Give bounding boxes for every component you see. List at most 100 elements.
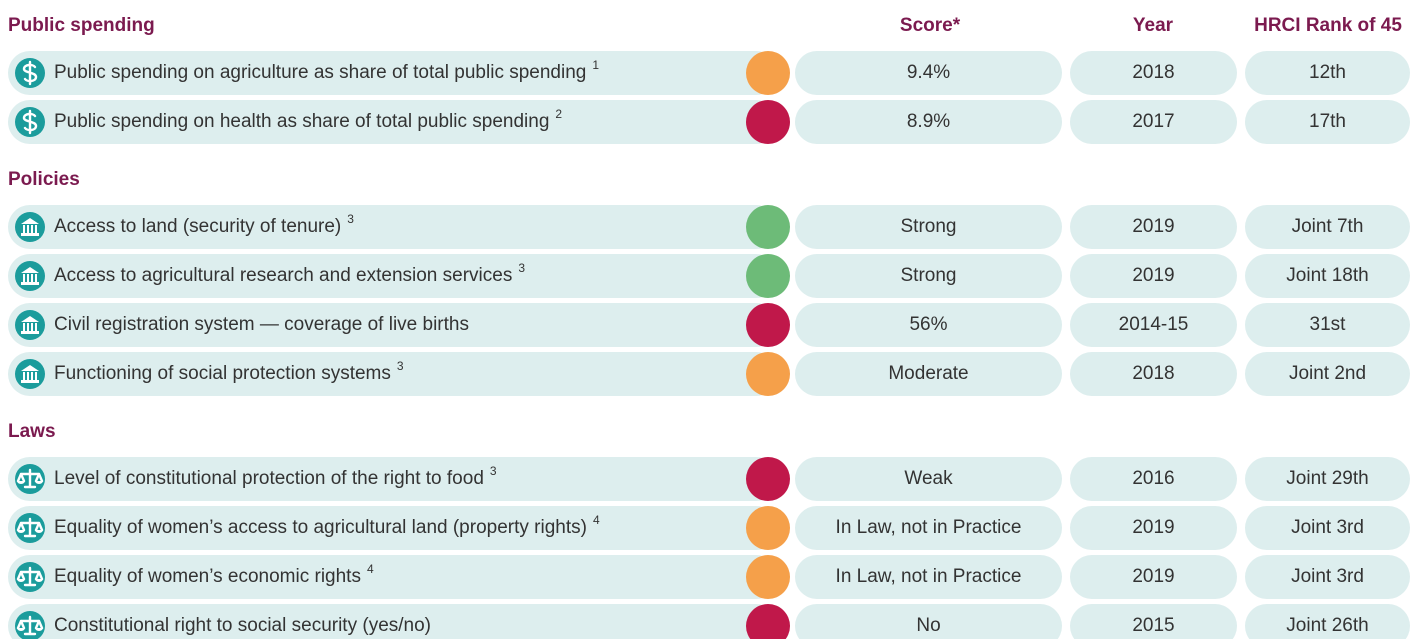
year-value: 2015 <box>1132 615 1174 636</box>
icon-glyph <box>17 628 43 631</box>
row-label: Equality of women’s access to agricultur… <box>54 513 600 538</box>
footnote: 3 <box>490 464 497 478</box>
icon-glyph <box>27 225 29 233</box>
year-header: Year <box>1133 15 1174 36</box>
row-label: Public spending on agriculture as share … <box>54 58 599 83</box>
year-pill <box>1070 100 1237 144</box>
score-value: 56% <box>909 314 947 335</box>
year-pill <box>1070 51 1237 95</box>
icon-glyph <box>31 323 33 331</box>
icon-glyph <box>16 615 44 636</box>
footnote: 4 <box>593 513 600 527</box>
icon-glyph <box>35 274 37 282</box>
icon <box>15 212 45 242</box>
icon <box>15 464 45 494</box>
rank-pill <box>1245 254 1410 298</box>
icon <box>15 359 45 389</box>
label-pill <box>8 100 778 144</box>
score-pill <box>795 303 1062 347</box>
icon-glyph <box>17 530 43 533</box>
year-value: 2019 <box>1132 517 1174 538</box>
icon-glyph <box>27 274 29 282</box>
status-dot <box>746 506 790 550</box>
row-label: Equality of women’s economic rights 4 <box>54 562 374 587</box>
label-pill <box>8 205 778 249</box>
score-value: 9.4% <box>907 62 950 83</box>
icon-glyph <box>35 225 37 233</box>
rank-value: Joint 29th <box>1286 468 1368 489</box>
rank-value: 31st <box>1310 314 1347 335</box>
rank-pill <box>1245 555 1410 599</box>
year-value: 2016 <box>1132 468 1174 489</box>
score-pill <box>795 457 1062 501</box>
label-text: Civil registration system — coverage of … <box>54 314 469 335</box>
icon-glyph <box>22 60 38 86</box>
label-pill <box>8 604 778 639</box>
icon-glyph <box>23 323 25 331</box>
icon-circle <box>15 359 45 389</box>
icon <box>15 562 45 592</box>
rank-value: Joint 7th <box>1292 216 1364 237</box>
rank-pill <box>1245 457 1410 501</box>
year-value: 2017 <box>1132 111 1174 132</box>
score-value: Moderate <box>888 363 968 384</box>
icon <box>15 611 45 639</box>
score-header: Score* <box>900 15 961 36</box>
label-pill <box>8 555 778 599</box>
row-label: Access to agricultural research and exte… <box>54 261 525 286</box>
status-dot <box>746 100 790 144</box>
year-value: 2018 <box>1132 62 1174 83</box>
icon-circle <box>15 261 45 291</box>
year-pill <box>1070 555 1237 599</box>
label-pill <box>8 457 778 501</box>
rank-value: Joint 3rd <box>1291 566 1364 587</box>
rank-value: Joint 3rd <box>1291 517 1364 538</box>
status-dot <box>746 352 790 396</box>
score-value: No <box>916 615 940 636</box>
rank-pill <box>1245 303 1410 347</box>
icon-glyph <box>27 323 29 331</box>
label-pill <box>8 51 778 95</box>
icon <box>15 58 45 88</box>
label-text: Access to land (security of tenure) <box>54 216 341 237</box>
score-pill <box>795 555 1062 599</box>
year-value: 2019 <box>1132 566 1174 587</box>
year-value: 2019 <box>1132 216 1174 237</box>
footnote: 3 <box>518 261 525 275</box>
footnote: 4 <box>367 562 374 576</box>
score-value: Weak <box>904 468 953 489</box>
score-value: Strong <box>901 265 957 286</box>
icon-glyph <box>31 372 33 380</box>
row-label: Constitutional right to social security … <box>54 615 431 636</box>
icon-glyph <box>23 372 25 380</box>
score-pill <box>795 51 1062 95</box>
status-dot <box>746 555 790 599</box>
label-pill <box>8 254 778 298</box>
icon-glyph <box>17 481 43 484</box>
label-pill <box>8 352 778 396</box>
section-title: Public spending <box>8 15 155 36</box>
label-text: Equality of women’s access to agricultur… <box>54 517 587 538</box>
label-pill <box>8 506 778 550</box>
footnote: 2 <box>555 107 562 121</box>
label-text: Public spending on agriculture as share … <box>54 62 586 83</box>
label-text: Level of constitutional protection of th… <box>54 468 484 489</box>
year-pill <box>1070 303 1237 347</box>
section-title: Policies <box>8 169 80 190</box>
label-text: Equality of women’s economic rights <box>54 566 361 587</box>
year-value: 2014-15 <box>1119 314 1189 335</box>
row-label: Civil registration system — coverage of … <box>54 314 469 335</box>
icon-glyph <box>23 274 25 282</box>
year-pill <box>1070 506 1237 550</box>
icon-glyph <box>31 274 33 282</box>
year-value: 2018 <box>1132 363 1174 384</box>
score-pill <box>795 254 1062 298</box>
score-pill <box>795 205 1062 249</box>
score-value: In Law, not in Practice <box>836 517 1022 538</box>
rank-pill <box>1245 352 1410 396</box>
rank-pill <box>1245 604 1410 639</box>
label-text: Functioning of social protection systems <box>54 363 391 384</box>
icon <box>15 310 45 340</box>
rank-pill <box>1245 51 1410 95</box>
rank-pill <box>1245 205 1410 249</box>
